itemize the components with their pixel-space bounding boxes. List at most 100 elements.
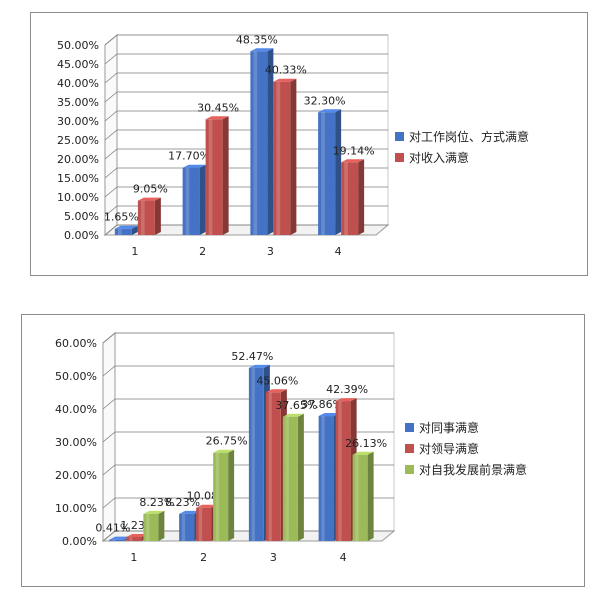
chart-1-y-tick-label: 20.00% [57, 153, 99, 166]
chart-1-x-tick-label: 1 [131, 245, 138, 258]
chart-2-bar-top [248, 364, 270, 368]
chart-1-data-label: 32.30% [304, 94, 346, 107]
chart-2-bar-top [196, 504, 218, 508]
chart-2-data-label: 0.41% [95, 522, 130, 535]
chart-1-data-label: 40.33% [265, 64, 307, 77]
chart-1-bar-front [250, 51, 268, 235]
chart-2-data-label: 52.47% [231, 350, 273, 363]
chart-1-bar-side [290, 78, 297, 235]
chart-2-bar-front [109, 539, 125, 541]
chart-2-bar-top [282, 413, 304, 417]
chart-1-bar-front [205, 119, 223, 235]
chart-2-gridline [102, 332, 394, 344]
chart-2-bar-front [265, 392, 281, 541]
chart-1-gridline [104, 186, 388, 198]
chart-2-bar-top [352, 451, 374, 455]
chart-1-bar-highlight [140, 200, 145, 235]
chart-2-bar-side [158, 510, 165, 541]
chart-1-y-tick-label: 10.00% [57, 191, 99, 204]
chart-1-bar-2-3 [273, 78, 297, 235]
chart-1-legend-swatch [395, 153, 404, 162]
chart-1-data-label: 9.05% [133, 183, 168, 196]
chart-1-bar-2-2 [205, 116, 229, 235]
chart-2-legend-swatch [405, 423, 414, 432]
chart-1-y-tick-label: 30.00% [57, 115, 99, 128]
chart-1-gridline [104, 91, 388, 103]
chart-1-bar-side [154, 197, 161, 235]
chart-1-x-tick-label: 4 [335, 245, 342, 258]
chart-1-data-label: 1.65% [104, 211, 139, 224]
chart-2-data-label: 26.75% [206, 435, 248, 448]
chart-1-bar-front [273, 81, 291, 235]
chart-2-frame: 0.00% 10.00% 20.00% 30.00% 40.00% 50.00% 60.00… [21, 314, 585, 587]
chart-2-bar-front [352, 454, 368, 541]
chart-2-bar-3-3 [282, 413, 304, 541]
chart-2-bar-highlight [338, 401, 342, 541]
chart-2-bar-side [367, 451, 374, 541]
chart-1-bar-side [358, 159, 365, 235]
chart-1-legend-swatch [395, 132, 404, 141]
chart-1-bar-front [182, 167, 200, 235]
chart-2-bar-front [196, 507, 212, 541]
chart-2-data-label: 37.65% [275, 399, 317, 412]
chart-1-bar-side [131, 225, 138, 235]
chart-1-y-tick-label: 5.00% [64, 210, 99, 223]
chart-2-gridline [102, 365, 394, 377]
chart-1-gridline [104, 167, 388, 179]
chart-1-canvas: 0.00% 5.00% 10.00% 15.00% 20.00% 25.00% 30.00%… [57, 33, 529, 258]
chart-1-bar-top [341, 159, 365, 163]
chart-2-x-tick-label: 4 [340, 551, 347, 564]
chart-1-bar-highlight [344, 162, 348, 235]
chart-1-y-tick-label: 25.00% [57, 134, 99, 147]
chart-1-gridline [104, 224, 388, 236]
chart-1-bar-2-1 [137, 197, 161, 235]
chart-1-bar-1-1 [114, 225, 138, 235]
chart-2-bar-front [126, 536, 142, 541]
chart-1-bar-top [114, 225, 138, 229]
chart-2-bar-highlight [215, 452, 220, 541]
chart-1-bar-1-4 [318, 109, 342, 235]
chart-2-y-tick-label: 50.00% [55, 370, 97, 383]
chart-2-bar-highlight [268, 392, 272, 541]
chart-2-data-label: 8.23% [139, 496, 174, 509]
chart-1-bar-top [273, 78, 297, 82]
chart-1-gridline [104, 148, 388, 160]
chart-1-frame: 0.00% 5.00% 10.00% 15.00% 20.00% 25.00% 30.00%… [30, 12, 588, 276]
chart-1-y-tick-label: 50.00% [57, 39, 99, 52]
chart-1-y-tick-label: 35.00% [57, 96, 99, 109]
chart-2-bar-top [213, 449, 235, 453]
chart-2-bar-front [282, 416, 298, 541]
chart-2-legend-swatch [405, 465, 414, 474]
chart-1-bar-front [114, 228, 132, 235]
chart-1-bar-top [318, 109, 342, 113]
chart-2-y-tick-label: 30.00% [55, 436, 97, 449]
chart-2-bar-front [179, 513, 195, 541]
chart-2-y-tick-label: 10.00% [55, 502, 97, 515]
chart-1-gridline [104, 129, 388, 141]
chart-2-data-label: 37.86% [301, 398, 343, 411]
chart-1-data-label: 17.70% [168, 150, 210, 163]
chart-1-bar-highlight [117, 228, 122, 235]
chart-2-gridline [102, 398, 394, 410]
chart-2-y-tick-label: 20.00% [55, 469, 97, 482]
chart-2-bar-highlight [251, 367, 255, 541]
chart-2-bar-top [143, 510, 165, 514]
chart-2-x-tick-label: 2 [200, 551, 207, 564]
chart-1-bar-top [205, 116, 229, 120]
chart-2-legend-label: 对同事满意 [419, 420, 479, 435]
chart-1-bar-1-3 [250, 48, 274, 235]
chart-2-legend-swatch [405, 444, 414, 453]
chart-2-bar-top [126, 533, 148, 537]
chart-1-bar-top [182, 164, 206, 168]
chart-1-bar-front [341, 162, 359, 235]
chart-1-gridline [104, 72, 388, 84]
chart-1-data-label: 19.14% [333, 144, 375, 157]
chart-1-bar-highlight [321, 112, 325, 235]
chart-1-bar-highlight [185, 167, 190, 235]
chart-2-bar-top [318, 413, 340, 417]
chart-1-bar-top [137, 197, 161, 201]
chart-2-bar-highlight [129, 536, 133, 541]
chart-1-gridline [104, 53, 388, 65]
chart-1-gridline [104, 34, 388, 46]
chart-1-y-tick-label: 0.00% [64, 229, 99, 242]
